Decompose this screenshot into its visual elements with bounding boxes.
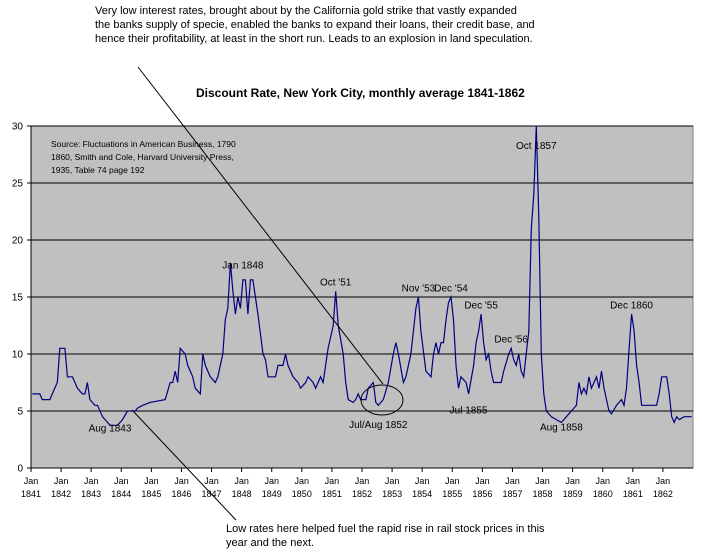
annotation-label: Jan 1848 bbox=[222, 261, 264, 272]
x-tick-label: Jan bbox=[475, 476, 490, 486]
gridlines bbox=[31, 125, 693, 412]
x-tick-label: 1857 bbox=[502, 489, 522, 499]
annotation-label: Jul 1855 bbox=[450, 405, 488, 416]
x-tick-label: 1858 bbox=[533, 489, 553, 499]
annotation-label: Oct '51 bbox=[320, 278, 352, 289]
annotation-label: Oct 1857 bbox=[516, 141, 557, 152]
y-tick-label: 0 bbox=[17, 464, 23, 475]
x-tick-label: Jan bbox=[445, 476, 460, 486]
x-tick-label: Jan bbox=[415, 476, 430, 486]
x-tick-label: 1842 bbox=[51, 489, 71, 499]
x-tick-label: Jan bbox=[385, 476, 400, 486]
x-tick-label: 1843 bbox=[81, 489, 101, 499]
chart-title: Discount Rate, New York City, monthly av… bbox=[196, 86, 525, 100]
x-tick-label: 1860 bbox=[593, 489, 613, 499]
source-line: Source: Fluctuations in American Busines… bbox=[51, 139, 236, 149]
annotation-label: Nov '53 bbox=[402, 283, 436, 294]
pointers bbox=[131, 66, 404, 521]
source-line: 1935, Table 74 page 192 bbox=[51, 165, 145, 175]
source-line: 1860, Smith and Cole, Harvard University… bbox=[51, 152, 234, 162]
x-tick-label: 1854 bbox=[412, 489, 432, 499]
y-tick-label: 10 bbox=[12, 350, 24, 361]
x-tick-label: 1851 bbox=[322, 489, 342, 499]
x-tick-label: Jan bbox=[54, 476, 69, 486]
x-tick-label: 1850 bbox=[292, 489, 312, 499]
x-tick-label: 1845 bbox=[141, 489, 161, 499]
x-tick-label: 1859 bbox=[563, 489, 583, 499]
x-tick-label: Jan bbox=[114, 476, 129, 486]
x-tick-label: Jan bbox=[24, 476, 39, 486]
x-tick-label: Jan bbox=[234, 476, 249, 486]
x-tick-label: 1855 bbox=[442, 489, 462, 499]
x-tick-label: 1841 bbox=[21, 489, 41, 499]
x-tick-label: Jan bbox=[355, 476, 370, 486]
x-tick-label: Jan bbox=[535, 476, 550, 486]
pointer-line-top bbox=[137, 66, 384, 385]
x-tick-label: Jan bbox=[144, 476, 159, 486]
annotation-bottom: Low rates here helped fuel the rapid ris… bbox=[226, 523, 545, 549]
x-tick-label: Jan bbox=[295, 476, 310, 486]
annotation-label: Dec 1860 bbox=[610, 300, 653, 311]
x-tick-label: 1846 bbox=[171, 489, 191, 499]
x-tick-label: 1853 bbox=[382, 489, 402, 499]
x-tick-label: 1852 bbox=[352, 489, 372, 499]
source-note: Source: Fluctuations in American Busines… bbox=[51, 138, 236, 177]
x-tick-label: Jan bbox=[174, 476, 189, 486]
x-tick-label: Jan bbox=[264, 476, 279, 486]
x-tick-label: 1848 bbox=[232, 489, 252, 499]
annotation-label: Dec '55 bbox=[464, 300, 498, 311]
x-tick-label: 1856 bbox=[472, 489, 492, 499]
highlight-circle-1852 bbox=[360, 384, 404, 416]
annotation-label: Jul/Aug 1852 bbox=[349, 420, 408, 431]
x-tick-label: Jan bbox=[656, 476, 671, 486]
y-tick-label: 5 bbox=[17, 407, 23, 418]
x-tick-label: Jan bbox=[565, 476, 580, 486]
y-tick-label: 25 bbox=[12, 179, 24, 190]
annotation-label: Aug 1843 bbox=[89, 424, 132, 435]
x-tick-label: Jan bbox=[84, 476, 99, 486]
series-discount-rate bbox=[32, 125, 692, 426]
y-tick-label: 15 bbox=[12, 293, 24, 304]
x-tick-label: 1861 bbox=[623, 489, 643, 499]
annotation-top: Very low interest rates, brought about b… bbox=[95, 5, 535, 45]
annotation-label: Dec '56 bbox=[494, 335, 528, 346]
y-axis: 0 5 10 15 20 25 30 bbox=[12, 122, 32, 475]
annotation-label: Dec '54 bbox=[434, 283, 468, 294]
series-line bbox=[32, 125, 692, 426]
x-tick-label: Jan bbox=[204, 476, 219, 486]
y-tick-label: 20 bbox=[12, 236, 24, 247]
x-tick-label: Jan bbox=[626, 476, 641, 486]
y-tick-label: 30 bbox=[12, 122, 24, 133]
x-tick-label: 1844 bbox=[111, 489, 131, 499]
pointer-line-bottom bbox=[131, 409, 237, 521]
x-tick-label: 1849 bbox=[262, 489, 282, 499]
annotations: Jan 1848 Oct '51 Nov '53 Dec '54 Dec '55 Dec … bbox=[89, 141, 654, 435]
x-tick-label: Jan bbox=[325, 476, 340, 486]
annotation-label: Aug 1858 bbox=[540, 422, 583, 433]
x-tick-label: 1862 bbox=[653, 489, 673, 499]
x-tick-label: Jan bbox=[505, 476, 520, 486]
x-tick-label: Jan bbox=[595, 476, 610, 486]
x-axis: Jan 1841 Jan 1842 Jan 1843 Jan 1844 Jan 1845 Jan 18… bbox=[21, 467, 693, 499]
